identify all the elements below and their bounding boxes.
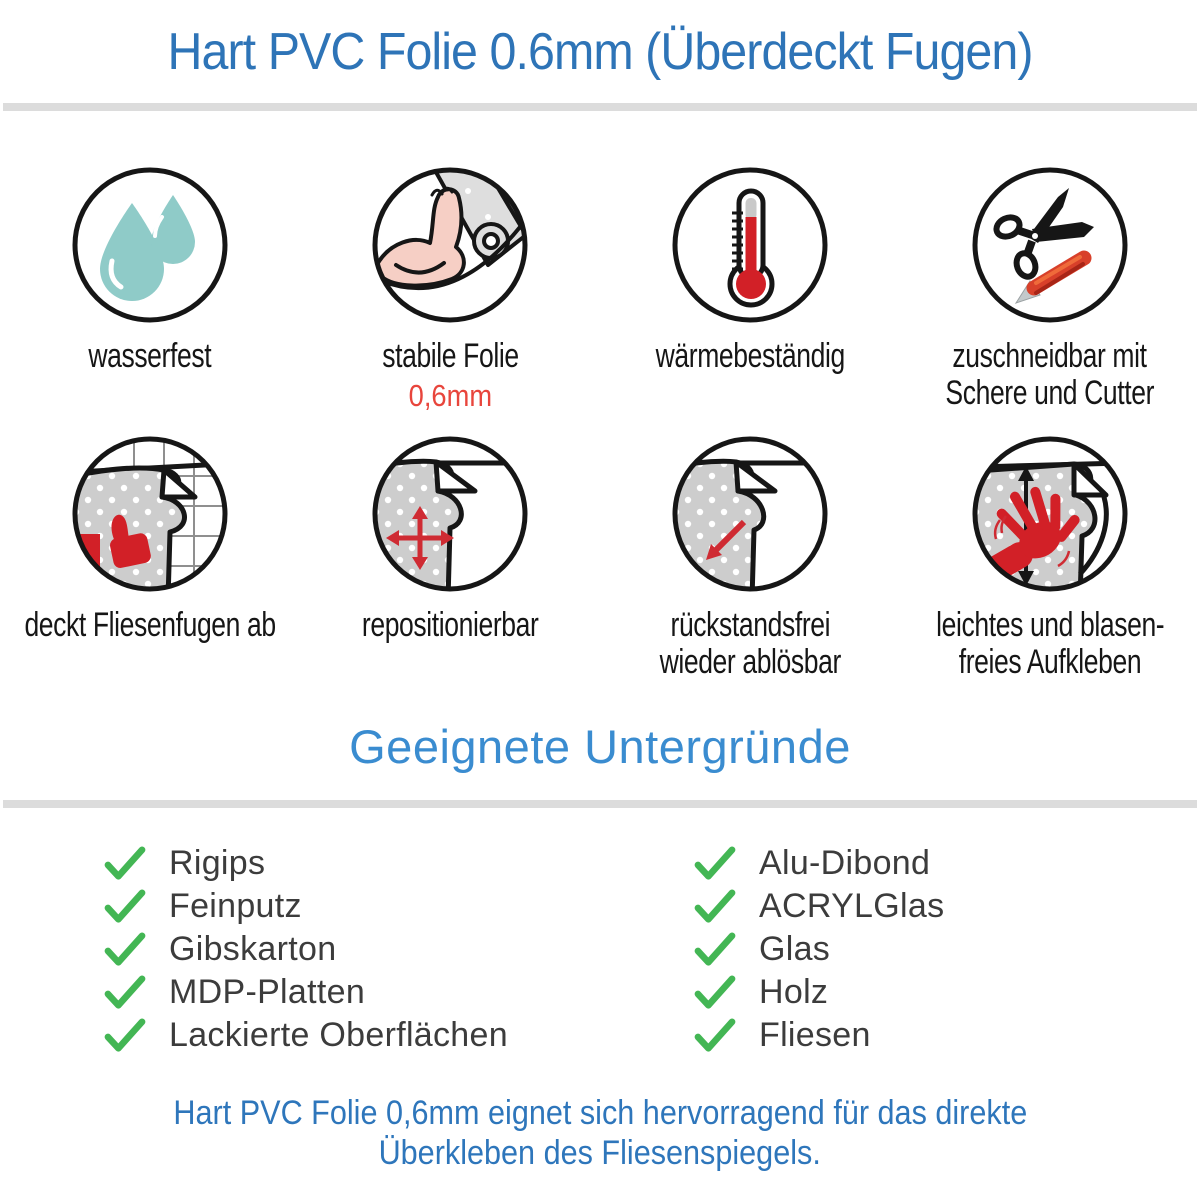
surface-item: Fliesen (693, 1014, 944, 1057)
page-title: Hart PVC Folie 0.6mm (Überdeckt Fugen) (167, 23, 1034, 81)
check-icon (694, 845, 736, 880)
feature-row-1: wasserfest (0, 165, 1200, 414)
move-arrows-foil-icon (370, 434, 530, 594)
surface-item: Glas (693, 928, 944, 971)
check-icon (694, 1017, 736, 1052)
check-icon (104, 931, 146, 966)
surface-item: MDP-Platten (103, 971, 693, 1014)
feature-row-2: deckt Fliesenfugen ab (0, 434, 1200, 681)
surface-item: Holz (693, 971, 944, 1014)
surface-item: Lackierte Oberflächen (103, 1014, 693, 1057)
surface-item: Gibskarton (103, 928, 693, 971)
surfaces-column-left: Rigips Feinputz Gibskarton MDP-Platten L… (103, 842, 693, 1057)
feature-repositionierbar: repositionierbar (300, 434, 600, 681)
check-icon (694, 888, 736, 923)
footer-note: Hart PVC Folie 0,6mm eignet sich hervorr… (173, 1094, 1027, 1172)
feature-zuschneidbar: zuschneidbar mit Schere und Cutter (900, 165, 1200, 414)
feature-fliesenfugen: deckt Fliesenfugen ab (0, 434, 300, 681)
surface-item: Alu-Dibond (693, 842, 944, 885)
section-heading: Geeignete Untergründe (349, 720, 851, 773)
scissors-cutter-icon (970, 165, 1130, 325)
peel-off-arrow-icon (670, 434, 830, 594)
divider (3, 103, 1197, 111)
feature-label: leichtes und blasen- freies Aufkleben (935, 606, 1165, 681)
check-icon (104, 1017, 146, 1052)
check-icon (694, 931, 736, 966)
surfaces-lists: Rigips Feinputz Gibskarton MDP-Platten L… (0, 842, 1200, 1057)
check-icon (104, 974, 146, 1009)
divider (3, 800, 1197, 808)
hand-smoothing-foil-icon (970, 434, 1130, 594)
feature-sublabel: 0,6mm (408, 378, 492, 413)
water-drops-icon (70, 165, 230, 325)
muscle-arm-foil-icon (370, 165, 530, 325)
surface-item: Rigips (103, 842, 693, 885)
feature-waermebestaendig: wärmebeständig (600, 165, 900, 414)
thumbs-up-tiles-icon (70, 434, 230, 594)
feature-label: zuschneidbar mit Schere und Cutter (945, 337, 1155, 412)
surface-item: Feinputz (103, 885, 693, 928)
check-icon (104, 888, 146, 923)
feature-label: wasserfest (88, 337, 212, 375)
feature-aufkleben: leichtes und blasen- freies Aufkleben (900, 434, 1200, 681)
feature-rueckstandsfrei: rückstandsfrei wieder ablösbar (600, 434, 900, 681)
feature-label: rückstandsfrei wieder ablösbar (659, 606, 841, 681)
feature-wasserfest: wasserfest (0, 165, 300, 414)
surface-item: ACRYLGlas (693, 885, 944, 928)
feature-label: wärmebeständig (655, 337, 845, 375)
feature-label: stabile Folie (381, 337, 519, 375)
feature-label: deckt Fliesenfugen ab (24, 606, 276, 644)
feature-stabile-folie: stabile Folie 0,6mm (300, 165, 600, 414)
thermometer-icon (670, 165, 830, 325)
feature-label: repositionierbar (361, 606, 539, 644)
check-icon (104, 845, 146, 880)
surfaces-column-right: Alu-Dibond ACRYLGlas Glas Holz Fliesen (693, 842, 944, 1057)
check-icon (694, 974, 736, 1009)
